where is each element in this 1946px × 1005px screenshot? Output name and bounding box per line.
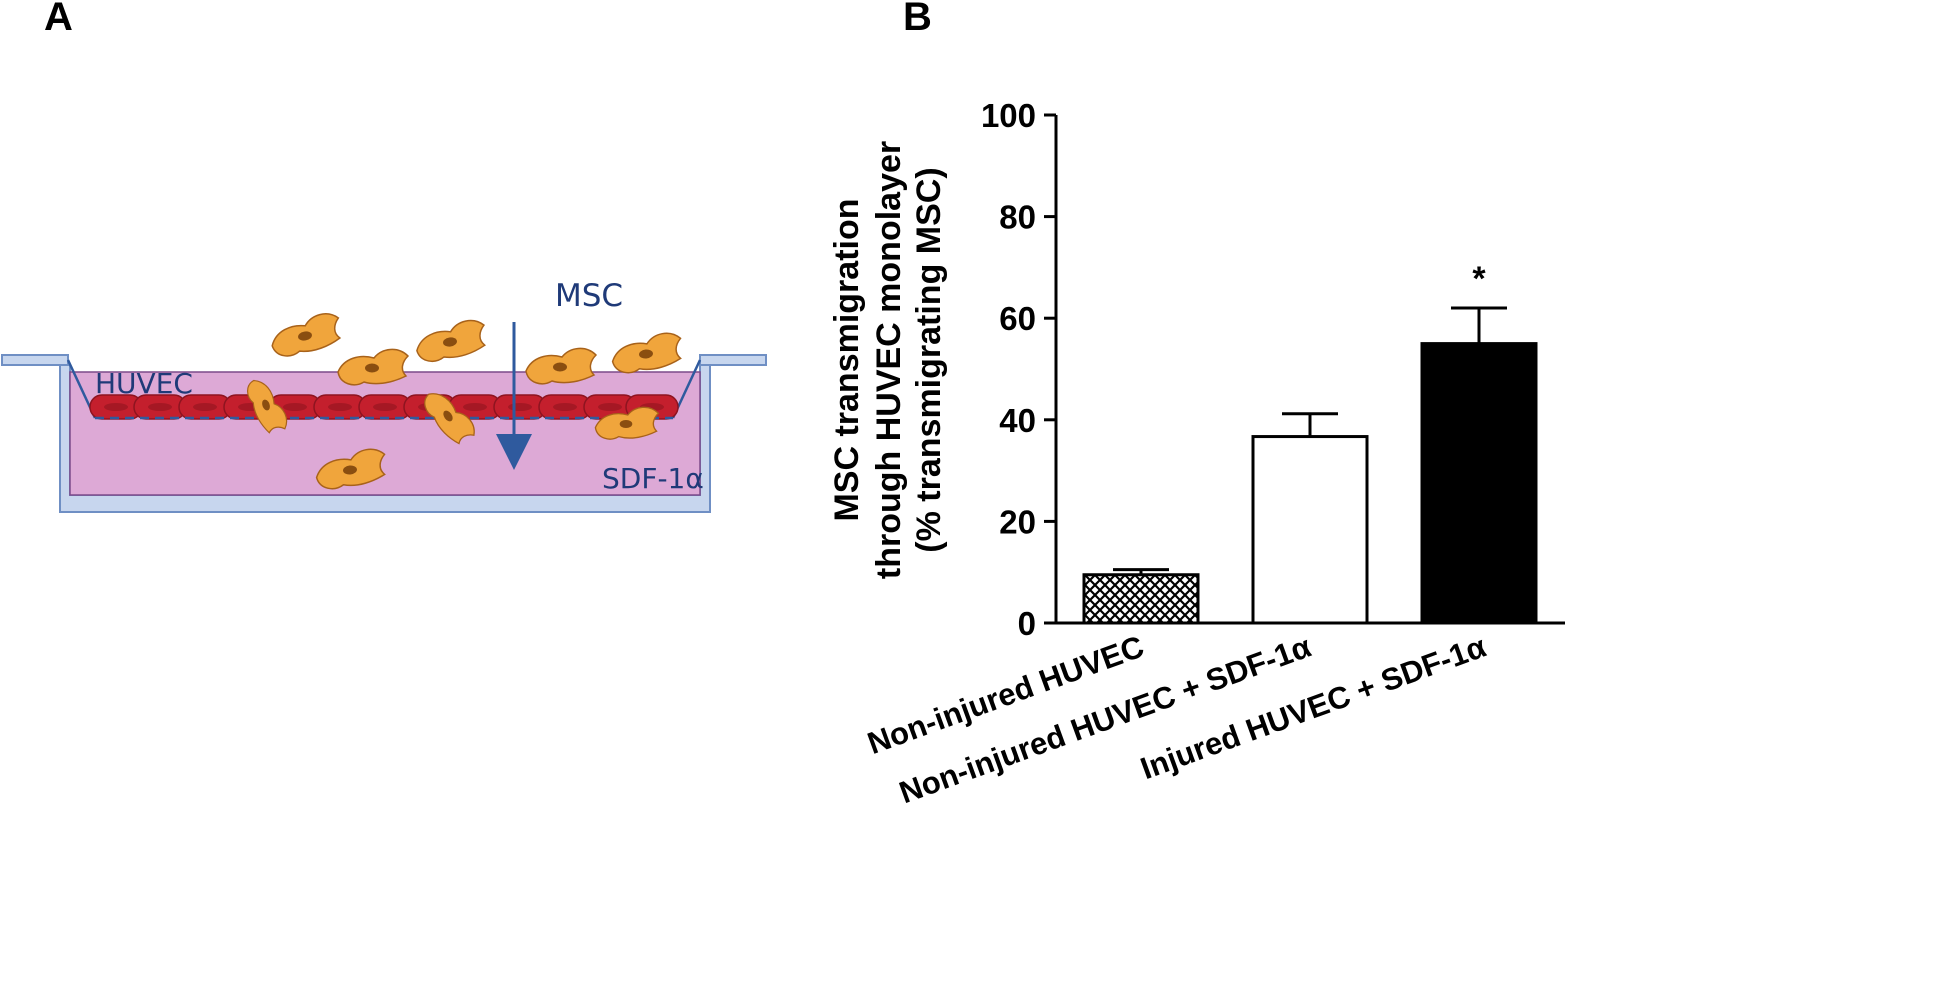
insert-rim-left xyxy=(1,354,69,366)
y-axis-title-line: (% transmigrating MSC) xyxy=(910,167,948,552)
y-tick-label: 100 xyxy=(981,97,1036,134)
bars: * xyxy=(1082,260,1538,625)
significance-marker: * xyxy=(1472,260,1486,298)
bar xyxy=(1420,342,1538,625)
bar-chart: MSC transmigration through HUVEC monolaye… xyxy=(828,97,1565,810)
transwell-diagram: MSC HUVEC SDF-1α xyxy=(1,278,767,513)
y-tick-label: 0 xyxy=(1018,605,1036,642)
msc-label: MSC xyxy=(555,278,623,314)
panel-a-label: A xyxy=(44,0,73,39)
y-tick-label: 40 xyxy=(999,402,1036,439)
y-tick-label: 60 xyxy=(999,300,1036,337)
insert-rim-right xyxy=(699,354,767,366)
y-tick-label: 20 xyxy=(999,503,1036,540)
bar xyxy=(1082,573,1200,625)
y-tick-label: 80 xyxy=(999,199,1036,236)
sdf-label: SDF-1α xyxy=(602,462,704,495)
bar xyxy=(1251,435,1369,625)
y-axis-title: MSC transmigration through HUVEC monolaye… xyxy=(828,141,948,579)
panel-b-label: B xyxy=(903,0,932,39)
huvec-label: HUVEC xyxy=(95,367,193,400)
y-axis-title-line: through HUVEC monolayer xyxy=(870,141,908,579)
y-axis-title-line: MSC transmigration xyxy=(828,198,866,521)
